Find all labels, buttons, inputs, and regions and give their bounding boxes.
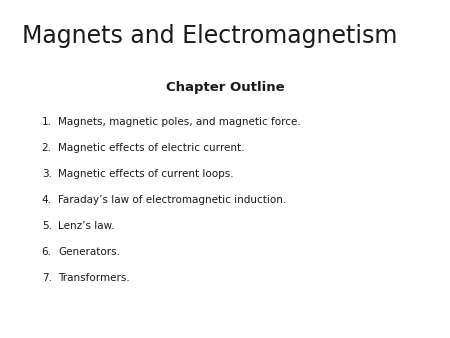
Text: 7.: 7. bbox=[42, 273, 52, 283]
Text: Magnetic effects of current loops.: Magnetic effects of current loops. bbox=[58, 169, 234, 179]
Text: Magnets, magnetic poles, and magnetic force.: Magnets, magnetic poles, and magnetic fo… bbox=[58, 117, 301, 127]
Text: 1.: 1. bbox=[42, 117, 52, 127]
Text: 6.: 6. bbox=[42, 247, 52, 257]
Text: 5.: 5. bbox=[42, 221, 52, 231]
Text: Generators.: Generators. bbox=[58, 247, 121, 257]
Text: Magnetic effects of electric current.: Magnetic effects of electric current. bbox=[58, 143, 245, 153]
Text: Lenz’s law.: Lenz’s law. bbox=[58, 221, 115, 231]
Text: Chapter Outline: Chapter Outline bbox=[166, 81, 284, 94]
Text: Magnets and Electromagnetism: Magnets and Electromagnetism bbox=[22, 24, 398, 48]
Text: 2.: 2. bbox=[42, 143, 52, 153]
Text: Transformers.: Transformers. bbox=[58, 273, 130, 283]
Text: 4.: 4. bbox=[42, 195, 52, 205]
Text: 3.: 3. bbox=[42, 169, 52, 179]
Text: Faraday’s law of electromagnetic induction.: Faraday’s law of electromagnetic inducti… bbox=[58, 195, 287, 205]
